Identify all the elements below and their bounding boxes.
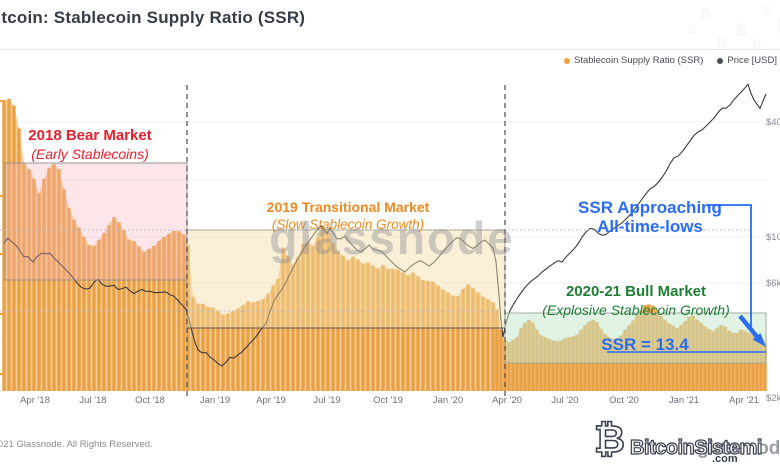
ssr-axis-tick [0, 373, 4, 375]
btc-glyph-faint: ₿ [762, 4, 772, 18]
annotation-ssr-value-label: SSR = 13.4 [601, 335, 689, 354]
ssr-axis-tick [0, 253, 4, 255]
x-tick-label: Jul '18 [79, 395, 107, 406]
price-tick-label: $40k [766, 117, 780, 128]
copyright-footer: © 2021 Glassnode. All Rights Reserved. [0, 439, 153, 450]
glassnode-watermark-corner: glassnode [697, 438, 780, 459]
ssr-arrow-head [752, 333, 766, 347]
x-tick-label: Jan '19 [199, 395, 231, 406]
annotation-2018-bear-market: 2018 Bear Market (Early Stablecoins) [28, 127, 152, 162]
btc-glyph-faint: ₿ [700, 6, 711, 21]
ssr-axis-tick [0, 313, 4, 315]
x-tick-label: Apr '21 [729, 395, 759, 406]
btc-glyph-faint: ₿ [735, 22, 748, 39]
legend-label-price: Price [USD] [727, 55, 777, 66]
legend-item-price[interactable]: Price [USD] [717, 55, 777, 66]
chart-legend: Stablecoin Supply Ratio (SSR) Price [USD… [564, 55, 777, 66]
annotation-2019-transitional-market: 2019 Transitional Market (Slow Stablecoi… [266, 199, 430, 232]
ssr-arrow-shaft [738, 314, 760, 340]
price-tick-label: $2k [766, 393, 780, 404]
x-tick-label: Oct '20 [609, 395, 639, 406]
price-tick-label: $10k [766, 232, 780, 243]
bitcoinsistemi-logo-tld: .com [712, 453, 738, 465]
x-axis-labels: Apr '18 Jul '18 Oct '18 Jan '19 Apr '19 Jul '… [0, 395, 780, 409]
x-tick-label: Oct '19 [373, 395, 403, 406]
btc-glyph-faint: ₿ [752, 38, 762, 52]
annotation-ssr-approaching-lows: SSR Approaching All-time-lows [578, 198, 722, 236]
page-title: Bitcoin: Stablecoin Supply Ratio (SSR) [0, 8, 306, 27]
legend-label-ssr: Stablecoin Supply Ratio (SSR) [574, 55, 704, 66]
price-axis-labels: $40k $10k $6k $2k [766, 0, 780, 470]
price-tick-label: $6k [766, 278, 780, 289]
x-tick-label: Apr '20 [492, 395, 522, 406]
glassnode-watermark-center: glassnode [269, 212, 515, 264]
bitcoinsistemi-logo: BitcoinSistemi [629, 436, 763, 459]
ssr-legend-dot-icon [564, 57, 570, 64]
market-region-box [504, 312, 767, 364]
x-tick-label: Jan '20 [432, 395, 464, 406]
btc-glyph-faint: ₿ [688, 24, 697, 36]
x-tick-label: Jul '20 [551, 395, 579, 406]
price-line [3, 83, 767, 367]
btc-glyph-faint: ₿ [716, 34, 728, 50]
ssr-axis-tick [0, 100, 4, 102]
ssr-axis-tick [0, 195, 4, 197]
x-tick-label: Jan '21 [668, 395, 700, 406]
x-tick-label: Apr '19 [256, 395, 286, 406]
header-divider [0, 49, 780, 50]
ssr-low-bracket-line [708, 204, 752, 330]
market-region-box [4, 162, 188, 281]
bitcoin-logo-icon: ₿ [593, 418, 626, 462]
x-tick-label: Apr '18 [20, 395, 50, 406]
price-legend-dot-icon [717, 57, 724, 64]
market-region-box [186, 229, 506, 329]
x-tick-label: Oct '18 [135, 395, 165, 406]
legend-item-ssr[interactable]: Stablecoin Supply Ratio (SSR) [564, 55, 703, 66]
annotation-2020-21-bull-market: 2020-21 Bull Market (Explosive Stablecoi… [542, 283, 730, 318]
x-tick-label: Jul '19 [313, 395, 341, 406]
btc-glyph-faint: ₿ [775, 18, 780, 36]
